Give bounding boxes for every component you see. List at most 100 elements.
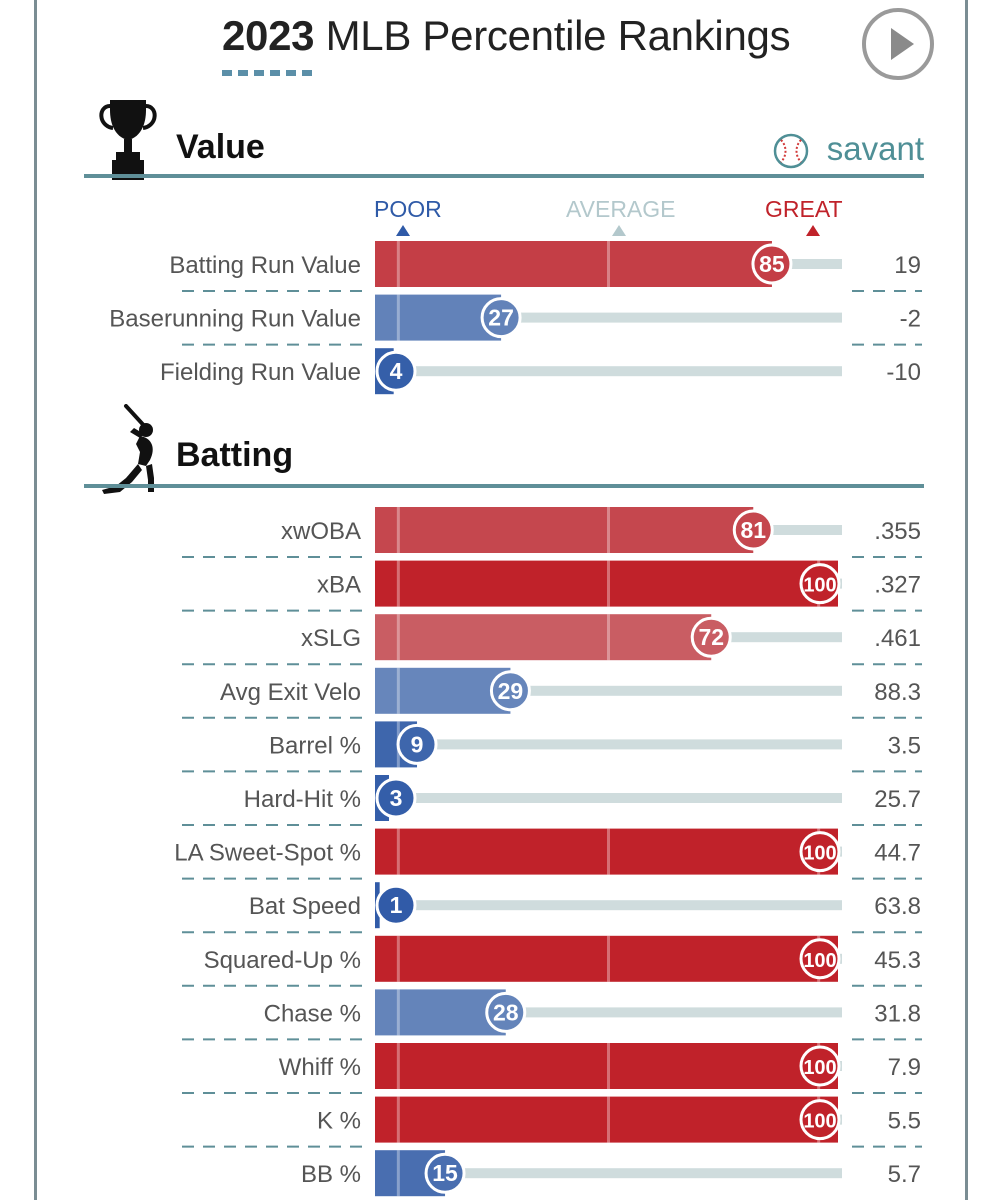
percentile-label-whiff: 100 <box>803 1057 836 1079</box>
metric-value-barrel: 3.5 <box>888 732 921 759</box>
bar-chase <box>375 989 506 1036</box>
title-text: MLB Percentile Rankings <box>325 12 791 59</box>
legend-great: GREAT <box>765 196 843 222</box>
percentile-label-xslg: 72 <box>698 624 724 650</box>
metric-value-k: 5.5 <box>888 1108 921 1135</box>
legend-poor: POOR <box>374 196 442 222</box>
percentile-label-baserunning-run-value: 27 <box>488 305 514 331</box>
section-header-batting: Batting <box>84 404 924 494</box>
metric-value-baserunning-run-value: -2 <box>900 306 921 333</box>
reference-line <box>607 560 610 607</box>
metric-value-bat-speed: 63.8 <box>874 893 921 920</box>
percentile-label-avg-exit-velo: 29 <box>498 678 524 704</box>
reference-line <box>396 935 400 982</box>
percentile-bubble-hard-hit <box>375 777 417 819</box>
reference-line <box>396 667 400 714</box>
reference-line <box>396 241 400 287</box>
track-bat-speed <box>375 900 842 911</box>
reference-line <box>396 989 400 1036</box>
metric-label-chase: Chase % <box>264 1000 361 1027</box>
percentile-label-batting-run-value: 85 <box>759 251 785 277</box>
frame-right-border <box>965 0 968 1200</box>
percentile-bubble-baserunning-run-value <box>480 297 522 339</box>
percentile-label-xwoba: 81 <box>740 517 766 543</box>
frame-left-border <box>34 0 37 1200</box>
baseball-icon <box>773 133 809 169</box>
savant-logo-text[interactable]: savant <box>826 130 924 167</box>
percentile-bubble-squared-up <box>799 938 841 980</box>
percentile-bubble-bat-speed <box>375 884 417 926</box>
reference-line <box>396 1043 400 1089</box>
reference-line <box>607 241 610 287</box>
percentile-bubble-xwoba <box>732 509 774 551</box>
reference-line <box>607 1096 610 1143</box>
percentile-label-barrel: 9 <box>411 731 424 757</box>
percentile-bubble-bb <box>424 1152 466 1194</box>
metric-label-whiff: Whiff % <box>279 1054 361 1081</box>
play-button[interactable] <box>862 8 934 80</box>
metric-label-hard-hit: Hard-Hit % <box>244 786 361 813</box>
reference-line <box>396 294 400 341</box>
bar-xwoba <box>375 507 754 553</box>
section-rule <box>84 484 924 488</box>
section-header-value: Value savant <box>84 100 924 180</box>
metric-value-xslg: .461 <box>874 625 921 652</box>
reference-line <box>396 1096 400 1143</box>
track-barrel <box>375 739 842 750</box>
metric-value-squared-up: 45.3 <box>874 947 921 974</box>
title-underline <box>222 70 318 76</box>
percentile-bubble-xslg <box>690 616 732 658</box>
metric-value-xba: .327 <box>874 572 921 599</box>
metric-label-bat-speed: Bat Speed <box>249 893 361 920</box>
metric-value-batting-run-value: 19 <box>894 252 921 279</box>
percentile-label-hard-hit: 3 <box>390 785 403 811</box>
percentile-label-k: 100 <box>803 1111 836 1133</box>
percentile-label-chase: 28 <box>493 999 519 1025</box>
metric-label-xba: xBA <box>317 572 361 599</box>
reference-line <box>396 507 400 553</box>
bar-baserunning-run-value <box>375 294 502 341</box>
percentile-bubble-xba <box>799 563 841 605</box>
metric-label-barrel: Barrel % <box>269 732 361 759</box>
title-year: 2023 <box>222 12 315 59</box>
reference-line <box>396 560 400 607</box>
track-bb <box>375 1168 842 1179</box>
metric-label-squared-up: Squared-Up % <box>204 947 361 974</box>
section-title-value: Value <box>176 128 265 166</box>
percentile-label-bat-speed: 1 <box>390 892 403 918</box>
metric-value-fielding-run-value: -10 <box>886 359 921 386</box>
legend-average-marker <box>612 225 626 236</box>
section-title-batting: Batting <box>176 436 294 474</box>
metric-value-xwoba: .355 <box>874 518 921 545</box>
reference-line <box>396 828 400 875</box>
percentile-bubble-fielding-run-value <box>375 350 417 392</box>
bar-squared-up <box>375 935 838 982</box>
percentile-bubble-avg-exit-velo <box>489 670 531 712</box>
track-chase <box>375 1007 842 1018</box>
metric-label-xslg: xSLG <box>301 625 361 652</box>
metric-label-k: K % <box>317 1108 361 1135</box>
track-hard-hit <box>375 793 842 803</box>
reference-line <box>396 614 400 661</box>
metric-label-batting-run-value: Batting Run Value <box>169 252 361 279</box>
bar-avg-exit-velo <box>375 667 511 714</box>
track-fielding-run-value <box>375 366 842 377</box>
legend-average: AVERAGE <box>566 196 676 222</box>
percentile-bubble-whiff <box>799 1045 841 1087</box>
reference-line <box>607 507 610 553</box>
bar-whiff <box>375 1043 838 1089</box>
track-avg-exit-velo <box>375 685 842 696</box>
percentile-bubble-k <box>799 1099 841 1141</box>
metric-label-bb: BB % <box>301 1161 361 1188</box>
metric-label-baserunning-run-value: Baserunning Run Value <box>109 306 361 333</box>
percentile-bubble-barrel <box>396 723 438 765</box>
reference-line <box>396 1150 400 1197</box>
reference-line <box>607 935 610 982</box>
play-icon <box>891 28 914 60</box>
percentile-label-fielding-run-value: 4 <box>390 358 403 384</box>
metric-value-hard-hit: 25.7 <box>874 786 921 813</box>
metric-value-la-sweet-spot: 44.7 <box>874 840 921 867</box>
percentile-bubble-batting-run-value <box>751 243 793 285</box>
metric-value-whiff: 7.9 <box>888 1054 921 1081</box>
